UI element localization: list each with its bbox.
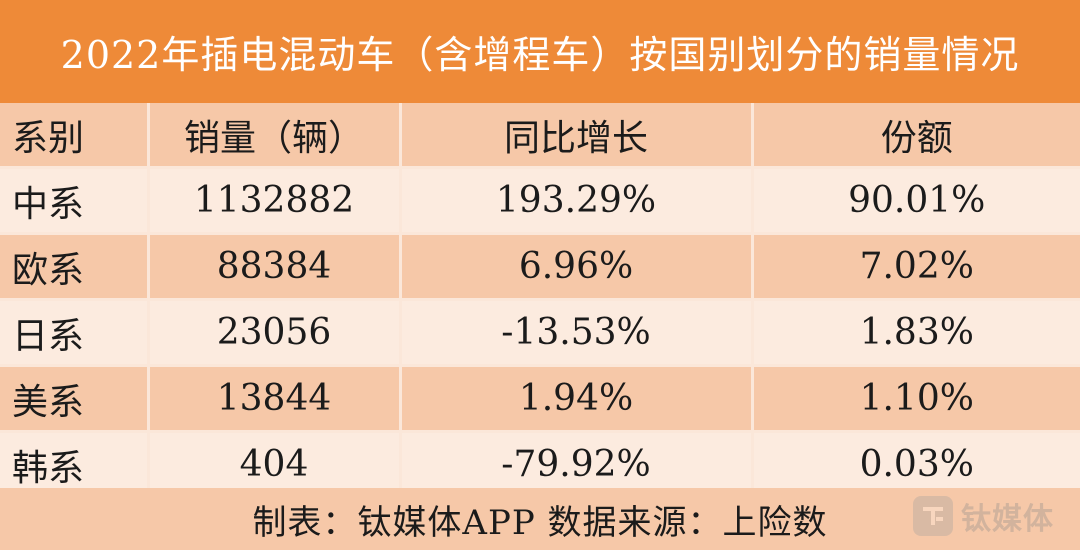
watermark-text: 钛媒体 [961,502,1054,537]
sales-cell: 23056 [146,299,400,367]
table-row: 美系 13844 1.94% 1.10% [0,365,1080,433]
growth-cell: -79.92% [398,431,752,499]
share-cell: 1.83% [750,299,1080,367]
region-cell: 日系 [0,299,148,367]
sales-cell: 1132882 [146,167,400,235]
region-cell: 韩系 [0,431,148,499]
share-cell: 0.03% [750,431,1080,499]
watermark: 钛媒体 [913,494,1054,538]
table-header-row: 系别 销量（辆） 同比增长 份额 [0,103,1080,169]
region-cell: 美系 [0,365,148,433]
growth-cell: 1.94% [398,365,752,433]
region-cell: 中系 [0,167,148,235]
sales-cell: 13844 [146,365,400,433]
header-cell: 系别 [0,103,148,169]
table-row: 欧系 88384 6.96% 7.02% [0,233,1080,301]
tmtpost-logo-icon [913,496,953,536]
table-row: 日系 23056 -13.53% 1.83% [0,299,1080,367]
growth-cell: -13.53% [398,299,752,367]
footer-bar: 制表：钛媒体APP 数据来源：上险数 [0,488,1080,550]
title-bar: 2022年插电混动车（含增程车）按国别划分的销量情况 [0,0,1080,103]
footer-source: 制表：钛媒体APP 数据来源：上险数 [252,502,828,543]
sales-table: 系别 销量（辆） 同比增长 份额 中系 1132882 193.29% 90.0… [0,103,1080,499]
growth-cell: 193.29% [398,167,752,235]
share-cell: 1.10% [750,365,1080,433]
share-cell: 90.01% [750,167,1080,235]
share-cell: 7.02% [750,233,1080,301]
header-cell: 销量（辆） [146,103,400,169]
header-cell: 同比增长 [398,103,752,169]
header-cell: 份额 [750,103,1080,169]
table-row: 中系 1132882 193.29% 90.01% [0,167,1080,235]
growth-cell: 6.96% [398,233,752,301]
region-cell: 欧系 [0,233,148,301]
table-title: 2022年插电混动车（含增程车）按国别划分的销量情况 [60,33,1020,77]
sales-cell: 88384 [146,233,400,301]
